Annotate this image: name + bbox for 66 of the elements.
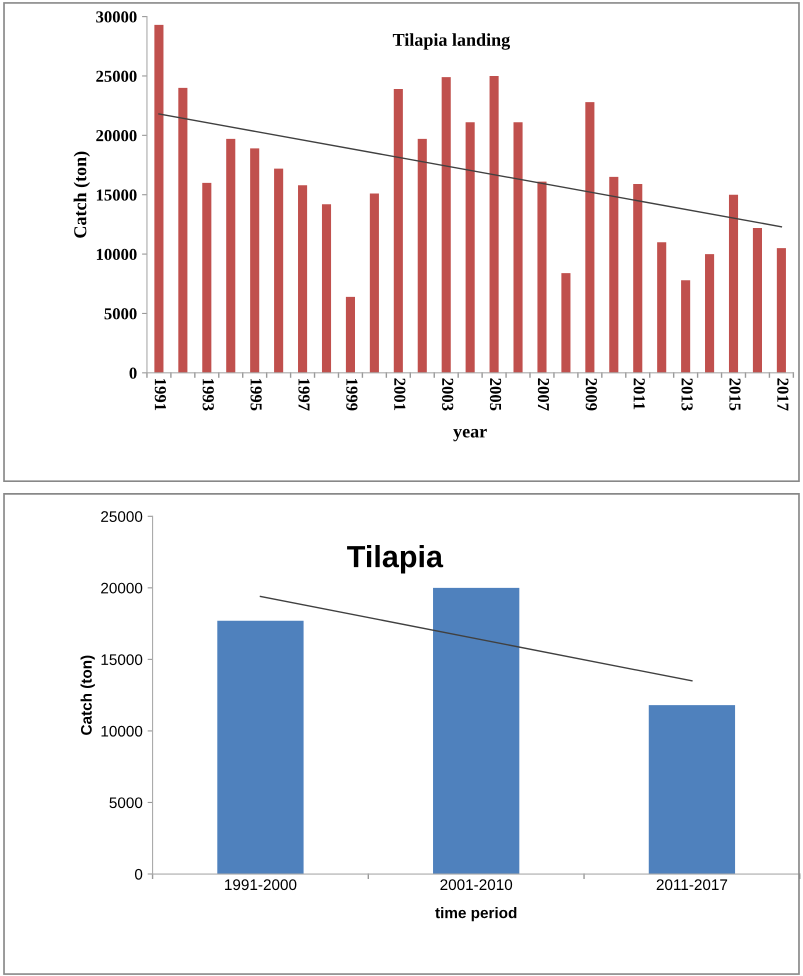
- bar: [537, 182, 547, 373]
- bar: [609, 176, 618, 373]
- x-tick-label: 2015: [729, 378, 741, 410]
- bar: [322, 204, 332, 373]
- bar: [633, 184, 642, 373]
- y-axis-title: Catch (ton): [80, 656, 95, 735]
- x-tick-label: 1995: [250, 379, 262, 410]
- bar: [561, 273, 570, 373]
- x-tick-label: 2011-2017: [656, 879, 728, 890]
- x-tick-label: 1991: [154, 379, 166, 410]
- x-tick-label: 2003: [442, 378, 454, 410]
- bar: [466, 122, 475, 373]
- bar: [648, 705, 736, 874]
- x-tick-label: 2011: [634, 378, 645, 410]
- bar: [681, 280, 690, 373]
- y-tick-label: 25000: [96, 70, 137, 82]
- y-tick-label: 30000: [96, 11, 137, 23]
- bar: [346, 296, 355, 373]
- x-tick-label: 1999: [346, 379, 358, 410]
- y-axis-title: Catch (ton): [74, 152, 90, 238]
- bar: [394, 89, 403, 373]
- x-tick-label: 1997: [298, 379, 310, 411]
- y-tick-label: 25000: [101, 511, 142, 522]
- bar: [217, 620, 304, 874]
- bar: [728, 194, 738, 373]
- y-tick-label: 5000: [104, 308, 137, 320]
- y-tick-label: 15000: [102, 654, 142, 666]
- x-tick-label: 1991-2000: [225, 879, 296, 890]
- bar: [585, 102, 594, 373]
- x-axis-title: year: [453, 428, 487, 442]
- bar: [776, 248, 786, 373]
- text: Tilapia landing: [392, 33, 510, 50]
- x-tick-label: 2005: [490, 378, 502, 410]
- bar: [250, 148, 260, 373]
- x-tick-label: 1993: [202, 379, 214, 410]
- bar: [154, 24, 164, 373]
- bar: [442, 77, 451, 373]
- bar: [418, 138, 427, 373]
- y-tick-label: 10000: [102, 726, 142, 737]
- bar: [513, 122, 523, 373]
- bar: [370, 194, 379, 373]
- bar: [657, 242, 666, 373]
- x-tick-label: 2007: [538, 378, 550, 411]
- x-tick-label: 2001-2010: [440, 879, 512, 890]
- bar: [490, 76, 499, 373]
- bar: [298, 185, 308, 373]
- bar: [752, 228, 762, 373]
- y-tick-label: 0: [130, 368, 137, 379]
- y-tick-label: 10000: [96, 248, 137, 260]
- y-tick-label: 0: [134, 868, 142, 880]
- bar: [226, 138, 236, 373]
- y-tick-label: 15000: [96, 189, 137, 201]
- x-tick-label: 2017: [777, 378, 788, 411]
- y-tick-label: 20000: [96, 130, 137, 142]
- y-tick-label: 20000: [101, 582, 142, 594]
- x-tick-label: 2009: [586, 378, 597, 410]
- text: Tilapia: [347, 544, 444, 574]
- bar: [433, 588, 520, 874]
- x-tick-label: 2001: [394, 378, 406, 410]
- bar: [178, 88, 188, 373]
- x-tick-label: 2013: [681, 378, 693, 410]
- bar: [705, 254, 714, 373]
- bar: [202, 182, 212, 373]
- x-axis-title: time period: [435, 907, 516, 922]
- bar: [274, 168, 284, 373]
- y-tick-label: 5000: [109, 797, 142, 808]
